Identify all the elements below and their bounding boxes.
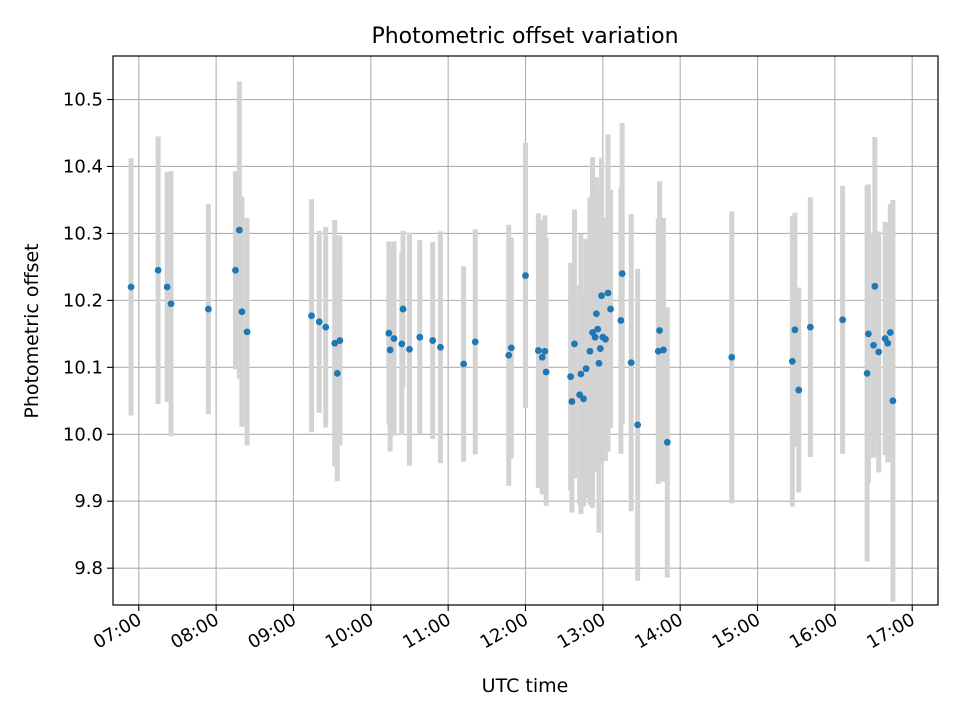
data-point [232,266,239,274]
data-point [127,283,135,291]
data-point [870,341,877,349]
data-point [315,318,323,326]
data-point [542,368,550,376]
data-point [390,335,398,342]
data-point [660,346,667,354]
data-point [595,359,603,367]
data-point [460,360,468,368]
x-tick-label: 11:00 [399,609,454,653]
chart-title: Photometric offset variation [371,24,678,49]
x-tick-label: 12:00 [477,609,532,653]
y-tick-label: 10.1 [63,357,103,378]
x-axis-ticks: 07:00 08:00 09:00 10:00 11:00 12:00 13:00 14:00… [90,605,919,653]
data-point [386,346,394,354]
x-tick-label: 08:00 [167,609,222,653]
data-point [875,348,883,356]
data-point [806,323,814,331]
x-tick-label: 07:00 [90,609,145,653]
x-tick-label: 13:00 [554,609,609,653]
data-point [331,339,339,347]
data-point [308,312,315,320]
data-point [884,339,892,347]
y-tick-label: 10.0 [63,424,103,445]
data-points [127,226,897,446]
x-tick-label: 09:00 [245,609,300,653]
data-point [580,395,587,403]
data-point [568,398,576,405]
data-point [663,438,671,446]
data-point [429,337,437,344]
data-point [863,369,871,377]
data-point [656,327,663,334]
data-point [602,335,609,343]
data-point [604,289,612,297]
data-point [522,272,529,279]
data-point [571,340,578,348]
y-tick-label: 9.8 [74,558,103,579]
data-point [582,365,590,373]
data-point [618,270,626,277]
data-point [634,421,642,429]
x-tick-label: 16:00 [786,609,841,653]
data-point [871,282,879,290]
data-point [538,353,546,361]
y-tick-label: 10.4 [63,156,103,177]
data-point [839,316,847,324]
data-point [238,308,246,316]
x-tick-label: 15:00 [709,609,764,653]
data-point [541,347,549,355]
data-point [567,373,575,381]
data-point [886,329,894,336]
data-point [795,386,803,394]
data-point [607,305,614,313]
data-point [333,369,341,377]
y-tick-label: 10.5 [63,90,103,111]
data-point [577,370,585,378]
data-point [864,330,872,338]
x-axis-label: UTC time [482,675,569,697]
data-point [336,337,344,344]
data-point [204,305,212,313]
y-tick-label: 9.9 [74,491,103,512]
data-point [791,326,799,334]
data-point [788,357,796,365]
x-tick-label: 14:00 [631,609,686,653]
data-point [505,351,513,359]
data-point [507,344,515,352]
data-point [471,338,479,346]
data-point [627,359,635,367]
data-point [235,226,243,234]
data-point [154,266,162,274]
data-point [416,333,424,341]
y-axis-label: Photometric offset [21,243,43,418]
data-point [385,329,393,337]
x-tick-label: 17:00 [863,609,918,653]
data-point [399,305,407,313]
data-point [437,343,444,351]
data-point [534,347,542,354]
data-point [598,292,605,300]
data-point [594,325,602,333]
y-tick-label: 10.3 [63,223,103,244]
data-point [243,328,251,336]
data-point [167,300,175,308]
data-point [592,310,600,318]
data-point [406,345,413,353]
data-point [889,397,897,405]
data-point [654,347,662,355]
data-point [586,347,594,355]
data-point [728,353,736,361]
data-point [591,333,599,341]
error-bars [128,81,896,602]
data-point [163,283,171,291]
data-point [322,323,330,331]
data-point [398,340,406,348]
data-point [617,317,625,324]
data-point [596,345,604,352]
x-tick-label: 10:00 [322,609,377,653]
y-axis-ticks: 9.8 9.9 10.0 10.1 10.2 10.3 10.4 10.5 [63,90,113,579]
y-tick-label: 10.2 [63,290,103,311]
